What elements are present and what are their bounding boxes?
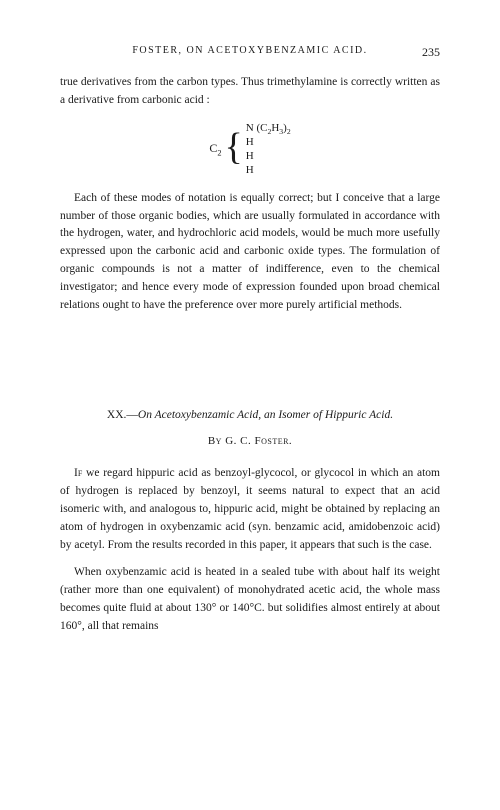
chemical-formula: C2 { N (C2H3)2 H H H	[60, 122, 440, 178]
continuation-paragraph: true derivatives from the carbon types. …	[60, 74, 440, 110]
article-title-text: On Acetoxybenzamic Acid, an Isomer of Hi…	[138, 409, 393, 421]
formula-row-2: H	[246, 136, 254, 148]
para1-rest: we regard hippuric acid as benzoyl-glyco…	[60, 467, 440, 550]
formula-row-3: H	[246, 150, 254, 162]
page-number: 235	[422, 45, 440, 60]
running-head: FOSTER, ON ACETOXYBENZAMIC ACID. 235	[60, 45, 440, 56]
author-name: G. C. Foster.	[225, 435, 292, 447]
article-paragraph-1: If we regard hippuric acid as benzoyl-gl…	[60, 465, 440, 554]
article-title: XX.—On Acetoxybenzamic Acid, an Isomer o…	[60, 409, 440, 421]
discussion-paragraph: Each of these modes of notation is equal…	[60, 190, 440, 315]
article-number: XX.—	[107, 409, 138, 421]
formula-row-1: N (C2H3)2	[246, 122, 291, 134]
author-prefix: By	[208, 435, 225, 447]
formula-stack: N (C2H3)2 H H H	[246, 122, 291, 178]
author-line: By G. C. Foster.	[60, 435, 440, 447]
article-paragraph-2: When oxybenzamic acid is heated in a sea…	[60, 564, 440, 635]
page-container: FOSTER, ON ACETOXYBENZAMIC ACID. 235 tru…	[0, 0, 500, 676]
formula-row-4: H	[246, 164, 254, 176]
formula-coefficient: C2	[209, 140, 221, 159]
running-head-text: FOSTER, ON ACETOXYBENZAMIC ACID.	[132, 45, 367, 56]
formula-brace-icon: {	[225, 132, 243, 162]
